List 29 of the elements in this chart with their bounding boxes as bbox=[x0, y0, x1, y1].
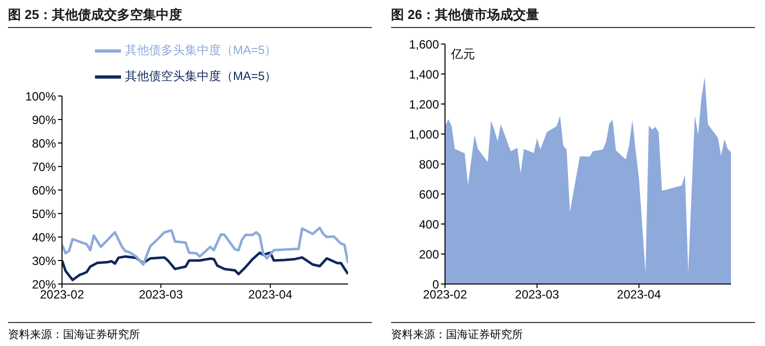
y-tick-label: 200 bbox=[418, 247, 440, 262]
line-series bbox=[62, 251, 348, 282]
y-tick-label: 600 bbox=[418, 187, 440, 202]
x-tick-label: 2023-03 bbox=[515, 288, 560, 302]
chart-title: 图 26：其他债市场成交量 bbox=[391, 6, 755, 28]
y-tick-label: 70% bbox=[32, 160, 56, 174]
x-tick-label: 2023-03 bbox=[138, 288, 184, 302]
y-tick-label: 100% bbox=[25, 89, 56, 104]
y-axis-title: 亿元 bbox=[451, 46, 475, 63]
legend-label: 其他债空头集中度（MA=5） bbox=[125, 69, 277, 84]
y-tick-label: 40% bbox=[32, 230, 56, 244]
y-tick-label: 1,000 bbox=[408, 127, 440, 142]
chart-title: 图 25：其他债成交多空集中度 bbox=[8, 6, 372, 28]
y-tick-label: 60% bbox=[32, 183, 56, 198]
y-tick-label: 1,600 bbox=[408, 37, 440, 52]
text: 资料来源：国海证券研究所 bbox=[8, 322, 372, 342]
y-tick-label: 400 bbox=[418, 217, 440, 232]
line-series bbox=[62, 226, 348, 266]
y-tick-label: 50% bbox=[32, 206, 56, 221]
y-tick-label: 30% bbox=[32, 254, 56, 268]
x-tick-label: 2023-04 bbox=[616, 288, 662, 302]
legend-label: 其他债多头集中度（MA=5） bbox=[125, 43, 277, 58]
x-tick-label: 2023-04 bbox=[248, 288, 293, 302]
y-tick-label: 1,400 bbox=[408, 67, 440, 82]
y-tick-label: 90% bbox=[32, 112, 56, 127]
y-tick-label: 1,200 bbox=[408, 97, 440, 112]
y-tick-label: 800 bbox=[418, 157, 440, 172]
text: 资料来源：国海证券研究所 bbox=[391, 322, 755, 342]
y-tick-label: 80% bbox=[32, 136, 56, 150]
